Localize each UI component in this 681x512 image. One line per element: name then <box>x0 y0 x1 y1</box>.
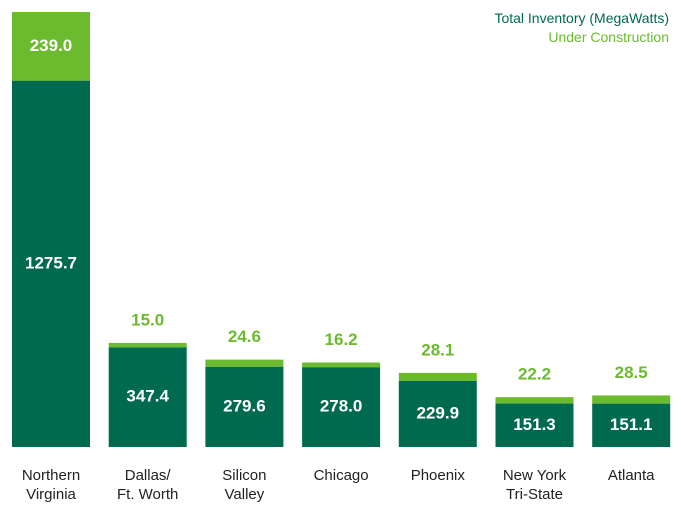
value-label: 279.6 <box>223 396 266 415</box>
value-label: 239.0 <box>30 36 73 55</box>
bar-segment <box>302 367 381 447</box>
x-tick-label: Northern Virginia <box>21 467 81 503</box>
bar-segment <box>398 380 477 447</box>
legend-item: Total Inventory (MegaWatts) <box>494 10 669 26</box>
value-label: 1275.7 <box>25 253 77 272</box>
value-label: 347.4 <box>126 387 169 406</box>
bar-segment <box>495 403 574 447</box>
value-label: 22.2 <box>518 365 551 384</box>
bar-segment <box>592 403 671 447</box>
legend-item: Under Construction <box>548 29 669 45</box>
bar-segment <box>302 362 381 368</box>
x-tick-label: Dallas/ Ft. Worth <box>116 467 179 503</box>
bar-segment <box>12 12 90 81</box>
value-label: 28.1 <box>421 340 454 359</box>
bar-segment <box>398 372 477 381</box>
bar-segment <box>12 80 90 447</box>
x-tick-label: Chicago <box>313 467 369 484</box>
bar-segment <box>592 395 671 404</box>
bar-segment <box>495 397 574 404</box>
value-label: 151.1 <box>610 415 653 434</box>
value-label: 151.3 <box>513 415 556 434</box>
bar-segment <box>205 366 284 447</box>
bar-segment <box>108 342 187 348</box>
value-label: 16.2 <box>325 330 358 349</box>
x-tick-label: Phoenix <box>410 467 465 484</box>
value-label: 15.0 <box>131 310 164 329</box>
value-label: 229.9 <box>417 403 460 422</box>
x-tick-label: Atlanta <box>607 467 655 484</box>
x-tick-label: Silicon Valley <box>222 467 267 503</box>
value-label: 24.6 <box>228 327 261 346</box>
bar-segment <box>205 359 284 367</box>
value-label: 28.5 <box>615 363 648 382</box>
value-label: 278.0 <box>320 397 363 416</box>
x-tick-label: New York Tri-State <box>502 467 567 503</box>
bar-segment <box>108 347 187 447</box>
